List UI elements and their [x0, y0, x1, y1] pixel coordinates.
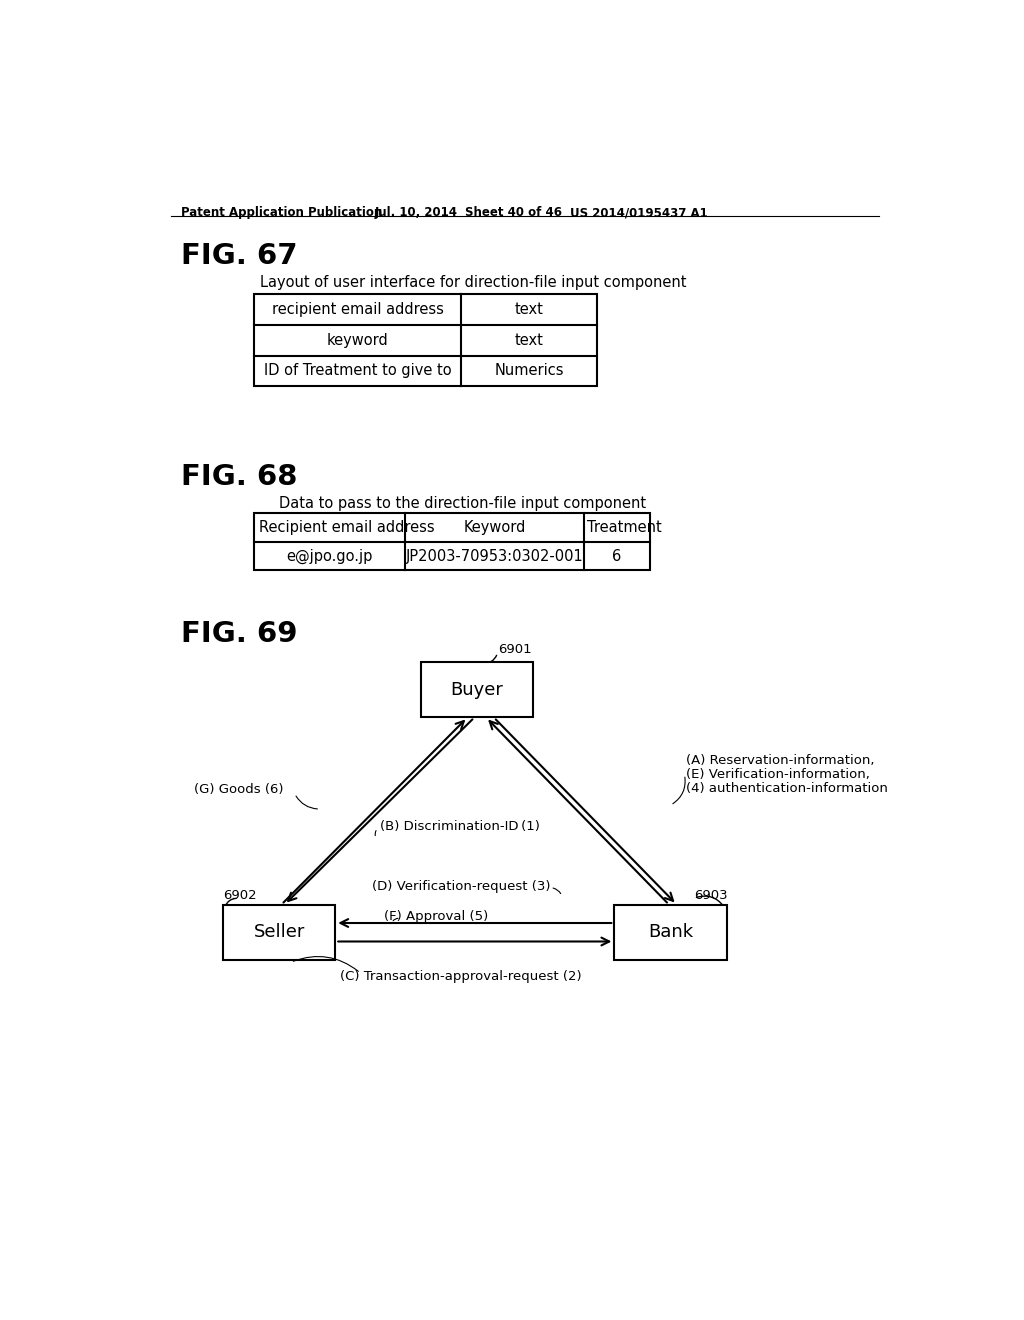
Text: (F) Approval (5): (F) Approval (5): [384, 911, 488, 924]
Text: FIG. 68: FIG. 68: [180, 462, 297, 491]
Text: Numerics: Numerics: [495, 363, 564, 379]
Text: (E) Verification-information,: (E) Verification-information,: [686, 768, 869, 781]
Text: Jul. 10, 2014: Jul. 10, 2014: [375, 206, 458, 219]
Text: text: text: [515, 333, 544, 347]
Text: Seller: Seller: [253, 923, 305, 941]
Text: (A) Reservation-information,: (A) Reservation-information,: [686, 754, 874, 767]
Text: 6903: 6903: [693, 888, 727, 902]
Text: 6902: 6902: [223, 888, 257, 902]
Text: (4) authentication-information: (4) authentication-information: [686, 781, 888, 795]
Text: US 2014/0195437 A1: US 2014/0195437 A1: [569, 206, 708, 219]
Text: ID of Treatment to give to: ID of Treatment to give to: [264, 363, 452, 379]
Text: (C) Transaction-approval-request (2): (C) Transaction-approval-request (2): [340, 970, 582, 982]
Text: e@jpo.go.jp: e@jpo.go.jp: [287, 549, 373, 564]
Bar: [421, 663, 532, 718]
Text: recipient email address: recipient email address: [271, 302, 443, 317]
Bar: [254, 513, 649, 570]
Text: Treatment: Treatment: [587, 520, 662, 535]
Bar: [254, 294, 597, 387]
Text: (D) Verification-request (3): (D) Verification-request (3): [372, 879, 551, 892]
Text: Bank: Bank: [648, 923, 693, 941]
Text: (G) Goods (6): (G) Goods (6): [194, 783, 283, 796]
Text: Data to pass to the direction-file input component: Data to pass to the direction-file input…: [280, 496, 646, 511]
Text: Patent Application Publication: Patent Application Publication: [180, 206, 382, 219]
Text: Recipient email address: Recipient email address: [259, 520, 434, 535]
Text: Sheet 40 of 46: Sheet 40 of 46: [465, 206, 562, 219]
Text: 6901: 6901: [499, 643, 532, 656]
Text: text: text: [515, 302, 544, 317]
Text: Keyword: Keyword: [464, 520, 525, 535]
Text: JP2003-70953:0302-001: JP2003-70953:0302-001: [406, 549, 584, 564]
Text: keyword: keyword: [327, 333, 389, 347]
Bar: [223, 904, 335, 960]
Text: FIG. 69: FIG. 69: [180, 620, 297, 648]
Text: Buyer: Buyer: [451, 681, 503, 698]
Text: 6: 6: [612, 549, 622, 564]
Text: Layout of user interface for direction-file input component: Layout of user interface for direction-f…: [260, 276, 686, 290]
Text: FIG. 67: FIG. 67: [180, 242, 297, 269]
Text: (B) Discrimination-ID (1): (B) Discrimination-ID (1): [380, 820, 540, 833]
Bar: [614, 904, 727, 960]
